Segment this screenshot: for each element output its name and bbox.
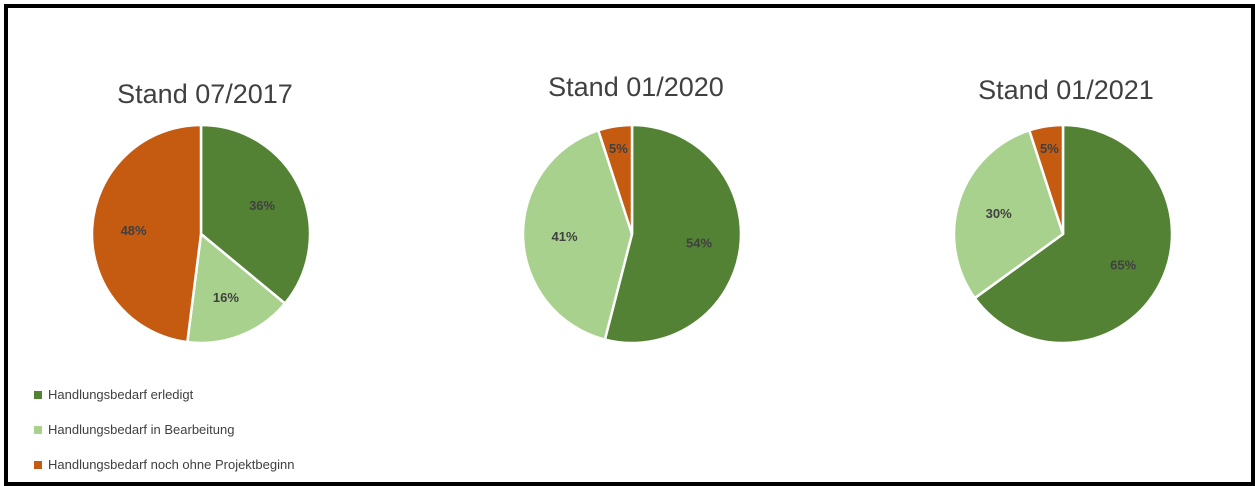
pie-1-slice-bearbeitung xyxy=(186,232,287,345)
legend-item-ohne: Handlungsbedarf noch ohne Projektbeginn xyxy=(34,447,294,482)
pie-charts-canvas: Stand 07/2017 36% 16% 48% Stand 01/2020 54% 41… xyxy=(90,72,1174,345)
pie-2-label-ohne: 5% xyxy=(609,141,628,156)
legend-item-bearbeitung: Handlungsbedarf in Bearbeitung xyxy=(34,412,294,447)
pie-3-label-bearbeitung: 30% xyxy=(986,206,1012,221)
pie-2-label-bearbeitung: 41% xyxy=(551,229,577,244)
pie-2-slice-erledigt xyxy=(603,123,743,345)
legend: Handlungsbedarf erledigt Handlungsbedarf… xyxy=(34,377,294,482)
pie-3-slice-bearbeitung xyxy=(952,129,1065,300)
pie-title-1: Stand 07/2017 xyxy=(117,79,293,109)
pie-2-slice-ohne xyxy=(597,123,634,236)
chart-frame: Stand 07/2017 36% 16% 48% Stand 01/2020 54% 41… xyxy=(4,4,1255,486)
pie-2-label-erledigt: 54% xyxy=(686,236,712,251)
legend-label-bearbeitung: Handlungsbedarf in Bearbeitung xyxy=(48,422,235,437)
pie-chart-1: Stand 07/2017 36% 16% 48% xyxy=(90,79,312,345)
pie-3-slice-ohne xyxy=(1028,123,1065,236)
pie-3-label-erledigt: 65% xyxy=(1110,258,1136,273)
pie-3-label-ohne: 5% xyxy=(1040,141,1059,156)
pie-1-label-erledigt: 36% xyxy=(249,198,275,213)
pie-title-3: Stand 01/2021 xyxy=(978,75,1154,105)
pie-1-slice-erledigt xyxy=(199,123,312,305)
legend-swatch-bearbeitung xyxy=(34,425,42,434)
pie-1-label-ohne: 48% xyxy=(121,223,147,238)
pie-title-2: Stand 01/2020 xyxy=(548,72,724,102)
pie-1-label-bearbeitung: 16% xyxy=(213,290,239,305)
legend-swatch-erledigt xyxy=(34,390,42,399)
pie-chart-2: Stand 01/2020 54% 41% 5% xyxy=(521,72,743,345)
legend-label-ohne: Handlungsbedarf noch ohne Projektbeginn xyxy=(48,457,295,472)
legend-swatch-ohne xyxy=(34,460,42,469)
pie-chart-3: Stand 01/2021 65% 30% 5% xyxy=(952,75,1174,345)
pie-2-slice-bearbeitung xyxy=(521,129,634,341)
pie-1-slice-ohne xyxy=(90,123,203,344)
legend-label-erledigt: Handlungsbedarf erledigt xyxy=(48,387,194,402)
legend-item-erledigt: Handlungsbedarf erledigt xyxy=(34,377,294,412)
pie-3-slice-erledigt xyxy=(973,123,1174,345)
